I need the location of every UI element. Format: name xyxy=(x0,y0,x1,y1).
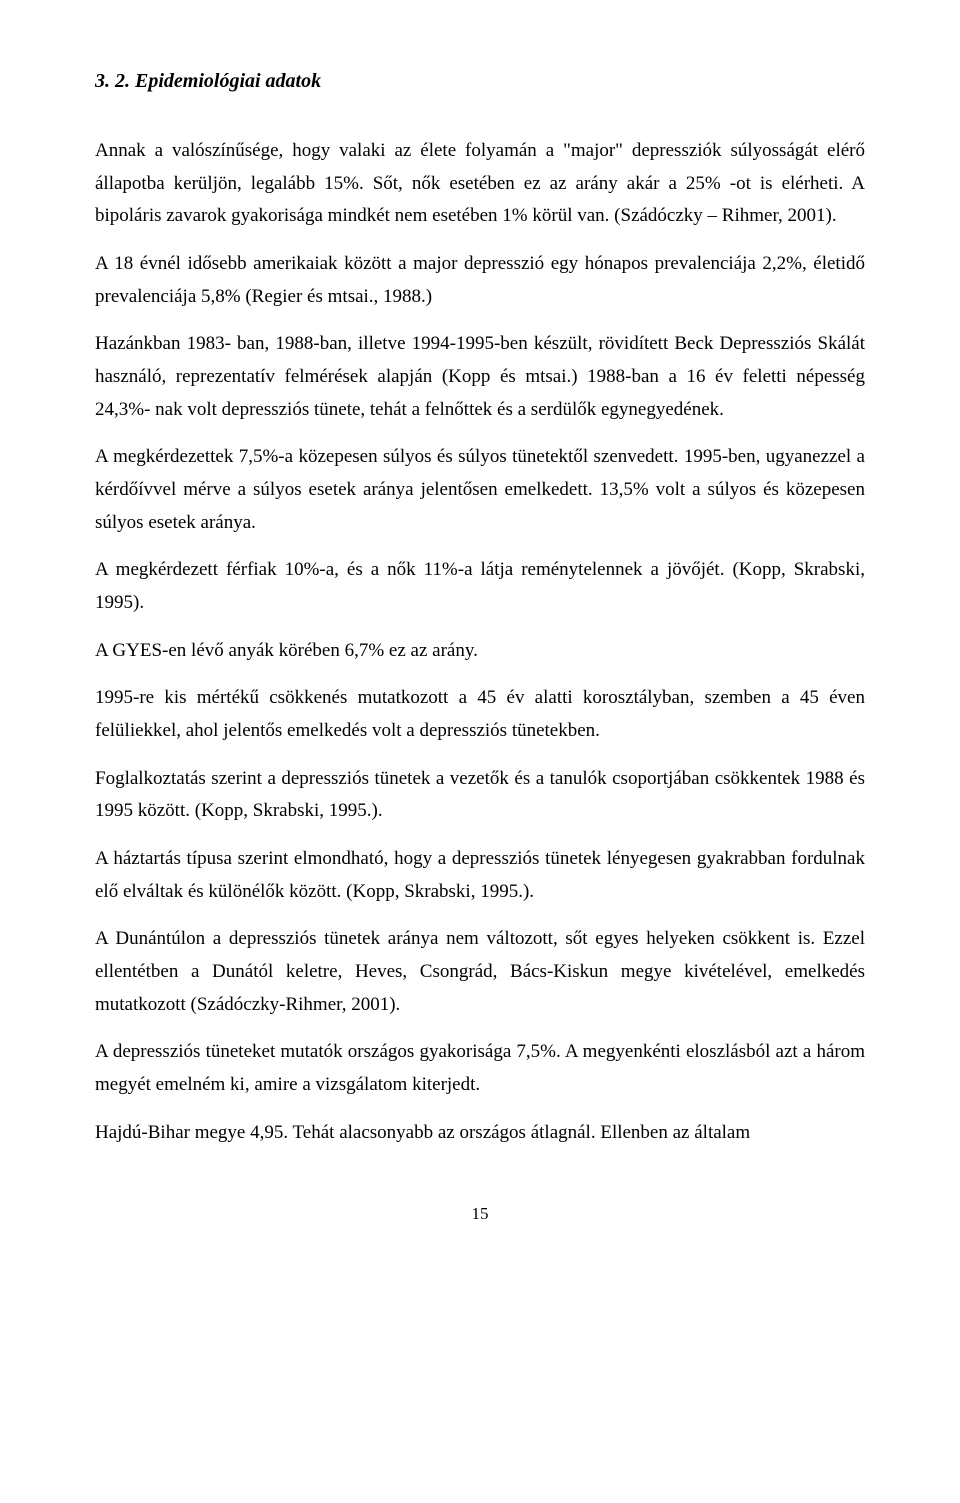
body-paragraph: A 18 évnél idősebb amerikaiak között a m… xyxy=(95,248,865,313)
body-paragraph: A GYES-en lévő anyák körében 6,7% ez az … xyxy=(95,635,865,668)
body-paragraph: A megkérdezett férfiak 10%-a, és a nők 1… xyxy=(95,554,865,619)
section-heading: 3. 2. Epidemiológiai adatok xyxy=(95,70,865,93)
body-paragraph: Hazánkban 1983- ban, 1988-ban, illetve 1… xyxy=(95,328,865,426)
body-paragraph: A megkérdezettek 7,5%-a közepesen súlyos… xyxy=(95,441,865,539)
body-paragraph: A depressziós tüneteket mutatók országos… xyxy=(95,1036,865,1101)
body-paragraph: A háztartás típusa szerint elmondható, h… xyxy=(95,843,865,908)
body-paragraph: Annak a valószínűsége, hogy valaki az él… xyxy=(95,135,865,233)
page-number: 15 xyxy=(95,1204,865,1224)
body-paragraph: Hajdú-Bihar megye 4,95. Tehát alacsonyab… xyxy=(95,1117,865,1150)
body-paragraph: Foglalkoztatás szerint a depressziós tün… xyxy=(95,763,865,828)
body-paragraph: A Dunántúlon a depressziós tünetek arány… xyxy=(95,923,865,1021)
body-paragraph: 1995-re kis mértékű csökkenés mutatkozot… xyxy=(95,682,865,747)
